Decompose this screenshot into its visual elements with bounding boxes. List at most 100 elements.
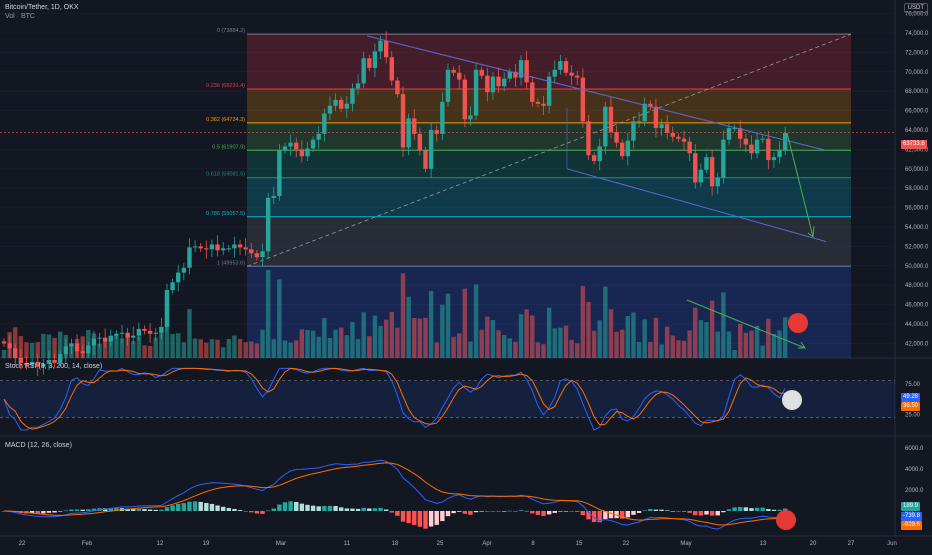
fib-band bbox=[247, 122, 851, 151]
macd-histogram-bar bbox=[535, 510, 541, 515]
macd-histogram-bar bbox=[361, 507, 366, 511]
macd-histogram-bar bbox=[670, 510, 675, 512]
macd-histogram-bar bbox=[754, 507, 760, 511]
stoch-d-line bbox=[3, 367, 786, 430]
volume-bar bbox=[693, 307, 698, 358]
candle-body bbox=[603, 106, 608, 147]
candle-body bbox=[159, 326, 164, 333]
candle-body bbox=[709, 157, 715, 187]
candle-body bbox=[226, 248, 231, 250]
macd-histogram-bar bbox=[501, 510, 507, 512]
candle-body bbox=[608, 106, 614, 132]
candle-body bbox=[749, 144, 754, 154]
macd-histogram-bar bbox=[591, 510, 597, 523]
macd-histogram-bar bbox=[209, 503, 215, 511]
macd-histogram-bar bbox=[378, 507, 383, 511]
macd-histogram-bar bbox=[86, 509, 91, 511]
candle-body bbox=[771, 157, 777, 161]
fib-label: 0.618 (59081.5) bbox=[206, 172, 245, 178]
thinking-emoji-icon bbox=[782, 390, 802, 410]
macd-histogram-bar bbox=[108, 508, 113, 511]
y-tick-label: 44,000.0 bbox=[905, 322, 929, 328]
volume-bar bbox=[485, 316, 490, 358]
volume-bar bbox=[361, 312, 366, 358]
candle-body bbox=[417, 133, 423, 151]
y-tick-label: 66,000.0 bbox=[905, 109, 929, 115]
fib-label: 0.786 (55057.5) bbox=[206, 211, 245, 217]
volume-bar bbox=[642, 319, 647, 358]
y-tick-label: 62,000.0 bbox=[905, 147, 929, 153]
candle-body bbox=[631, 121, 636, 141]
candle-body bbox=[7, 343, 12, 349]
volume-bar bbox=[473, 284, 479, 358]
volume-bar bbox=[648, 341, 653, 358]
volume-bar bbox=[226, 339, 231, 358]
volume-bar bbox=[625, 316, 631, 358]
stoch-tick-label: 75.00 bbox=[905, 382, 921, 388]
candle-body bbox=[659, 124, 664, 129]
x-tick-label: 12 bbox=[157, 541, 164, 547]
macd-histogram-bar bbox=[575, 510, 580, 512]
macd-histogram-bar bbox=[726, 509, 732, 511]
candle-body bbox=[41, 363, 46, 367]
candle-body bbox=[102, 337, 108, 342]
macd-histogram-bar bbox=[114, 508, 119, 511]
volume-bar bbox=[52, 337, 57, 358]
candle-body bbox=[322, 113, 327, 134]
macd-histogram-bar bbox=[153, 509, 158, 511]
volume-bar bbox=[102, 341, 108, 358]
macd-histogram-bar bbox=[569, 510, 574, 512]
macd-histogram-bar bbox=[131, 509, 136, 511]
candle-body bbox=[170, 282, 175, 291]
macd-tick-label: 4000.0 bbox=[905, 467, 924, 473]
volume-bar bbox=[282, 340, 288, 358]
macd-histogram-bar bbox=[580, 510, 586, 516]
candle-body bbox=[372, 51, 378, 68]
macd-histogram-bar bbox=[147, 509, 153, 511]
channel-top-line bbox=[366, 35, 827, 151]
volume-bar bbox=[18, 336, 24, 358]
macd-histogram-bar bbox=[35, 510, 40, 514]
candle-body bbox=[339, 99, 344, 109]
candle-body bbox=[153, 332, 158, 334]
volume-bar bbox=[406, 296, 411, 358]
macd-histogram-bar bbox=[603, 510, 608, 519]
candle-body bbox=[29, 361, 35, 365]
candle-body bbox=[131, 335, 136, 338]
macd-histogram-bar bbox=[52, 510, 57, 513]
volume-bar bbox=[575, 343, 580, 358]
candle-body bbox=[400, 94, 406, 148]
macd-tick-label: 6000.0 bbox=[905, 446, 924, 452]
candle-body bbox=[591, 155, 597, 162]
volume-bar bbox=[327, 338, 333, 358]
candle-body bbox=[670, 132, 675, 137]
volume-bar bbox=[271, 339, 276, 358]
candle-body bbox=[299, 149, 305, 157]
macd-histogram-bar bbox=[254, 510, 260, 514]
volume-bar bbox=[220, 347, 226, 358]
volume-bar bbox=[355, 339, 361, 358]
currency-button[interactable]: USDT bbox=[903, 3, 928, 13]
volume-bar bbox=[631, 312, 636, 358]
macd-histogram-bar bbox=[322, 505, 327, 511]
volume-bar bbox=[423, 317, 428, 358]
macd-histogram-bar bbox=[316, 506, 321, 511]
volume-bar bbox=[496, 330, 501, 358]
macd-tick-label: 0.0 bbox=[905, 509, 914, 515]
candle-body bbox=[434, 130, 439, 134]
volume-bar bbox=[434, 342, 439, 358]
macd-histogram-bar bbox=[636, 510, 642, 513]
macd-hist-badge: 189.9 bbox=[901, 502, 921, 511]
fib-band bbox=[247, 216, 851, 267]
volume-bar bbox=[181, 342, 187, 358]
macd-histogram-bar bbox=[226, 508, 231, 511]
x-tick-label: 8 bbox=[531, 541, 535, 547]
macd-histogram-bar bbox=[142, 509, 147, 511]
macd-histogram-bar bbox=[507, 510, 512, 512]
volume-bar bbox=[344, 335, 350, 358]
macd-histogram-bar bbox=[653, 509, 659, 511]
macd-histogram-bar bbox=[339, 507, 344, 511]
angry-emoji-icon-2 bbox=[776, 510, 796, 530]
candle-body bbox=[653, 106, 659, 129]
